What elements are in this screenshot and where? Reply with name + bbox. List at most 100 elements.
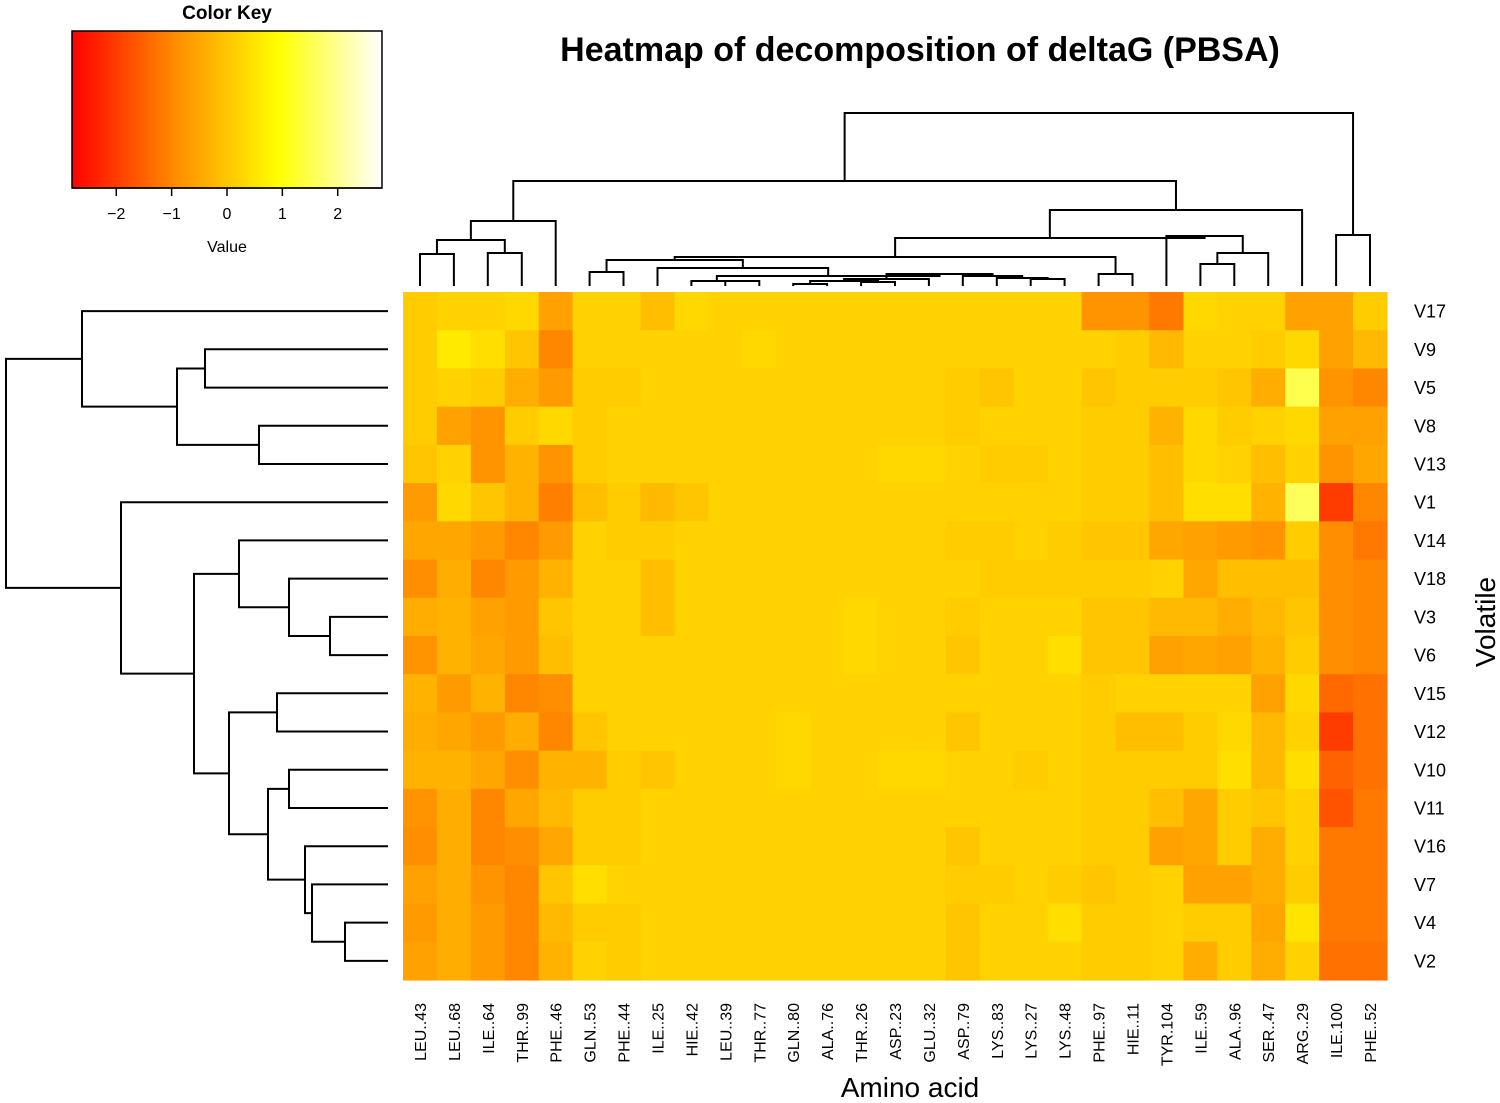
heatmap-cell: [1353, 827, 1388, 866]
heatmap-cell: [911, 674, 947, 714]
heatmap-cell: [606, 444, 642, 484]
heatmap-cell: [708, 903, 743, 943]
heatmap-cell: [844, 483, 879, 522]
heatmap-cell: [945, 712, 981, 752]
dendrogram-link: [843, 112, 1355, 235]
heatmap-cell: [640, 597, 676, 637]
heatmap-cell: [1183, 521, 1218, 561]
heatmap-cell: [878, 903, 913, 943]
heatmap-cell: [1013, 368, 1049, 408]
heatmap-cell: [674, 750, 709, 790]
heatmap-cell: [1081, 712, 1117, 752]
heatmap-cell: [878, 635, 913, 675]
heatmap-cell: [810, 903, 845, 943]
heatmap-cell: [945, 559, 981, 599]
heatmap-cell: [1081, 635, 1117, 675]
heatmap-cell: [640, 674, 676, 714]
heatmap-cell: [708, 635, 743, 675]
heatmap-cell: [1217, 635, 1252, 675]
dendrogram-link: [486, 252, 523, 286]
dendrogram-link: [1029, 278, 1066, 286]
heatmap-cell: [640, 483, 676, 522]
heatmap-cell: [945, 903, 981, 943]
heatmap-cell: [1353, 865, 1388, 905]
heatmap-cell: [1217, 674, 1252, 714]
heatmap-cell: [436, 559, 472, 599]
heatmap-cell: [572, 712, 608, 752]
heatmap-cell: [810, 865, 845, 905]
heatmap-cell: [470, 635, 506, 675]
row-label: V9: [1414, 340, 1436, 360]
heatmap-cell: [708, 406, 743, 446]
heatmap-cell: [878, 292, 913, 331]
heatmap-cell: [504, 750, 540, 790]
heatmap-cell: [674, 674, 709, 714]
heatmap-cell: [1115, 903, 1151, 943]
heatmap-cell: [878, 827, 913, 866]
heatmap-cell: [810, 483, 845, 522]
heatmap-cell: [538, 750, 574, 790]
heatmap-cell: [742, 368, 777, 408]
heatmap-cell: [1217, 292, 1252, 331]
heatmap-cell: [572, 597, 608, 637]
heatmap-cell: [1217, 750, 1252, 790]
heatmap-cell: [979, 521, 1015, 561]
dendrogram-link: [5, 357, 121, 589]
heatmap-cell: [403, 368, 438, 408]
dendrogram-link: [288, 768, 388, 809]
heatmap-cell: [878, 521, 913, 561]
heatmap-cell: [1285, 597, 1320, 637]
heatmap-cell: [403, 521, 438, 561]
dendrogram-link: [419, 253, 455, 286]
heatmap-cell: [1013, 483, 1049, 522]
heatmap-cell: [1353, 444, 1388, 484]
heatmap-cell: [1285, 674, 1320, 714]
heatmap-cell: [1217, 559, 1252, 599]
heatmap-cell: [470, 788, 506, 828]
heatmap-cell: [1013, 827, 1049, 866]
heatmap-cell: [1047, 635, 1083, 675]
dendrogram-link: [1097, 273, 1134, 286]
column-label: PHE..44: [617, 1003, 634, 1063]
heatmap-cell: [708, 827, 743, 866]
heatmap-cell: [1285, 559, 1320, 599]
heatmap-cell: [436, 750, 472, 790]
heatmap-cell: [844, 941, 879, 981]
column-label: PHE..97: [1092, 1003, 1109, 1063]
heatmap-cell: [911, 292, 947, 331]
heatmap-cell: [640, 865, 676, 905]
heatmap-cell: [436, 406, 472, 446]
heatmap-cell: [1217, 865, 1252, 905]
heatmap-cell: [403, 330, 438, 370]
column-label: LYS..27: [1024, 1003, 1041, 1059]
heatmap-cell: [1183, 406, 1218, 446]
heatmap-cell: [674, 444, 709, 484]
heatmap-cell: [911, 712, 947, 752]
heatmap-cell: [979, 444, 1015, 484]
heatmap-cell: [1353, 635, 1388, 675]
heatmap-cell: [504, 865, 540, 905]
heatmap-cell: [979, 330, 1015, 370]
heatmap-cell: [1251, 941, 1286, 981]
heatmap-cell: [674, 712, 709, 752]
column-label: GLN..53: [583, 1003, 600, 1063]
column-label: PHE..46: [549, 1003, 566, 1063]
heatmap-cell: [810, 635, 845, 675]
dendrogram-link: [304, 845, 388, 915]
heatmap-cell: [1047, 597, 1083, 637]
heatmap-cell: [844, 368, 879, 408]
heatmap-cell: [1081, 330, 1117, 370]
dendrogram-link: [1199, 263, 1236, 286]
column-label: SER..47: [1261, 1003, 1278, 1063]
column-label: LYS..48: [1058, 1003, 1075, 1059]
heatmap-cell: [1353, 750, 1388, 790]
heatmap-cell: [572, 903, 608, 943]
heatmap-cell: [606, 368, 642, 408]
heatmap-cell: [844, 597, 879, 637]
heatmap-cell: [1285, 750, 1320, 790]
heatmap-cell: [1183, 330, 1218, 370]
heatmap-cell: [436, 712, 472, 752]
heatmap-cell: [945, 521, 981, 561]
heatmap-cell: [674, 597, 709, 637]
heatmap-cell: [810, 750, 845, 790]
